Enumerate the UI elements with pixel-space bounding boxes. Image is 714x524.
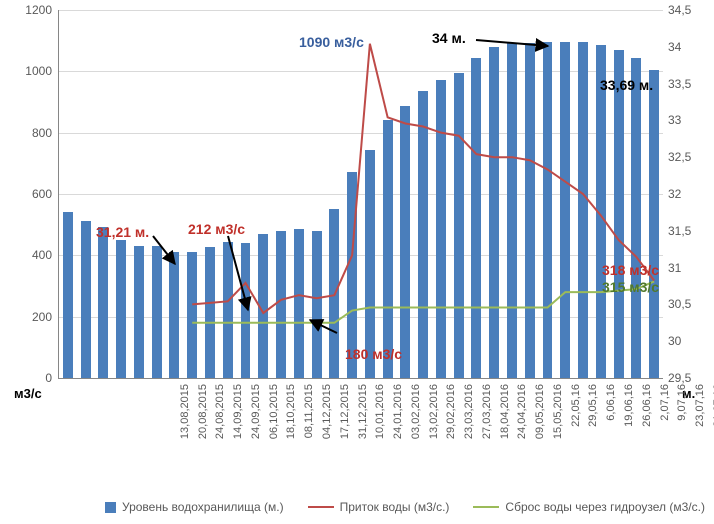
y-left-tick: 800 <box>0 126 52 140</box>
chart-container: 0 200 400 600 800 1000 1200 29,5 30 30,5 31 31,5 32… <box>0 0 714 524</box>
x-tick-label: 24,01,2016 <box>392 384 404 494</box>
legend-label: Уровень водохранилища (м.) <box>122 500 284 514</box>
x-tick-label: 06,10,2015 <box>268 384 280 494</box>
legend: Уровень водохранилища (м.) Приток воды (м… <box>105 500 705 514</box>
annotation-label: 212 м3/с <box>188 221 245 237</box>
y-right-tick: 31,5 <box>668 224 691 238</box>
y-left-tick: 1200 <box>0 3 52 17</box>
legend-label: Приток воды (м3/с.) <box>340 500 450 514</box>
x-tick-label: 15,05,2016 <box>552 384 564 494</box>
annotation-label: 318 м3/с <box>602 262 659 278</box>
legend-item: Приток воды (м3/с.) <box>308 500 450 514</box>
x-tick-label: 24,04,2016 <box>516 384 528 494</box>
x-tick-label: 23,03,2016 <box>463 384 475 494</box>
x-tick-label: 18,04,2016 <box>499 384 511 494</box>
series-line <box>192 44 654 313</box>
y-left-tick: 0 <box>0 371 52 385</box>
legend-item: Уровень водохранилища (м.) <box>105 500 284 514</box>
y-right-tick: 30,5 <box>668 297 691 311</box>
x-tick-label: 22,05,16 <box>570 384 582 494</box>
x-tick-label: 24,08,2015 <box>214 384 226 494</box>
x-tick-label: 19,06,16 <box>623 384 635 494</box>
x-tick-label: 13,02,2016 <box>428 384 440 494</box>
x-tick-label: 20,08,2015 <box>197 384 209 494</box>
x-tick-label: 29,02,2016 <box>445 384 457 494</box>
x-tick-label: 08,11,2015 <box>303 384 315 494</box>
x-tick-label: 17,12,2015 <box>339 384 351 494</box>
y-right-tick: 30 <box>668 334 681 348</box>
y-left-tick: 1000 <box>0 64 52 78</box>
series-line <box>192 281 654 322</box>
legend-line <box>308 506 334 508</box>
annotation-label: 315 м3/с <box>602 279 659 295</box>
x-tick-label: 09,05,2016 <box>534 384 546 494</box>
x-tick-label: 03,02,2016 <box>410 384 422 494</box>
annotation-label: 33,69 м. <box>600 77 653 93</box>
annotation-label: 34 м. <box>432 30 466 46</box>
plot-area <box>58 10 663 379</box>
x-tick-label: 26,06,16 <box>641 384 653 494</box>
x-tick-label: 29,05,16 <box>587 384 599 494</box>
x-tick-label: 04,12,2015 <box>321 384 333 494</box>
y-right-tick: 33,5 <box>668 77 691 91</box>
annotation-label: 1090 м3/с <box>299 34 364 50</box>
legend-swatch <box>105 502 116 513</box>
x-tick-label: 31,12,2015 <box>357 384 369 494</box>
x-tick-label: 24,09,2015 <box>250 384 262 494</box>
line-layer <box>59 10 663 378</box>
x-tick-label: 18,10,2015 <box>285 384 297 494</box>
legend-label: Сброс воды через гидроузел (м3/с.) <box>505 500 705 514</box>
y-left-tick: 400 <box>0 248 52 262</box>
legend-item: Сброс воды через гидроузел (м3/с.) <box>473 500 705 514</box>
y-right-tick: 32 <box>668 187 681 201</box>
x-tick-label: 2,07,16 <box>659 384 671 494</box>
annotation-label: 31,21 м. <box>96 224 149 240</box>
x-tick-label: 23,07,16 <box>694 384 706 494</box>
y-right-tick: 34,5 <box>668 3 691 17</box>
x-tick-label: 6,06,16 <box>605 384 617 494</box>
y-right-tick: 32,5 <box>668 150 691 164</box>
y-axis-left-title: м3/с <box>14 386 42 401</box>
x-tick-label: 13,08,2015 <box>179 384 191 494</box>
y-right-tick: 29,5 <box>668 371 691 385</box>
y-left-tick: 600 <box>0 187 52 201</box>
y-right-tick: 34 <box>668 40 681 54</box>
y-left-tick: 200 <box>0 310 52 324</box>
x-tick-label: 14,09,2015 <box>232 384 244 494</box>
y-right-tick: 33 <box>668 113 681 127</box>
legend-line <box>473 506 499 508</box>
y-right-tick: 31 <box>668 261 681 275</box>
x-tick-label: 27,03,2016 <box>481 384 493 494</box>
x-tick-label: 10,01,2016 <box>374 384 386 494</box>
annotation-label: 180 м3/с <box>345 346 402 362</box>
x-tick-label: 9,07,16 <box>676 384 688 494</box>
